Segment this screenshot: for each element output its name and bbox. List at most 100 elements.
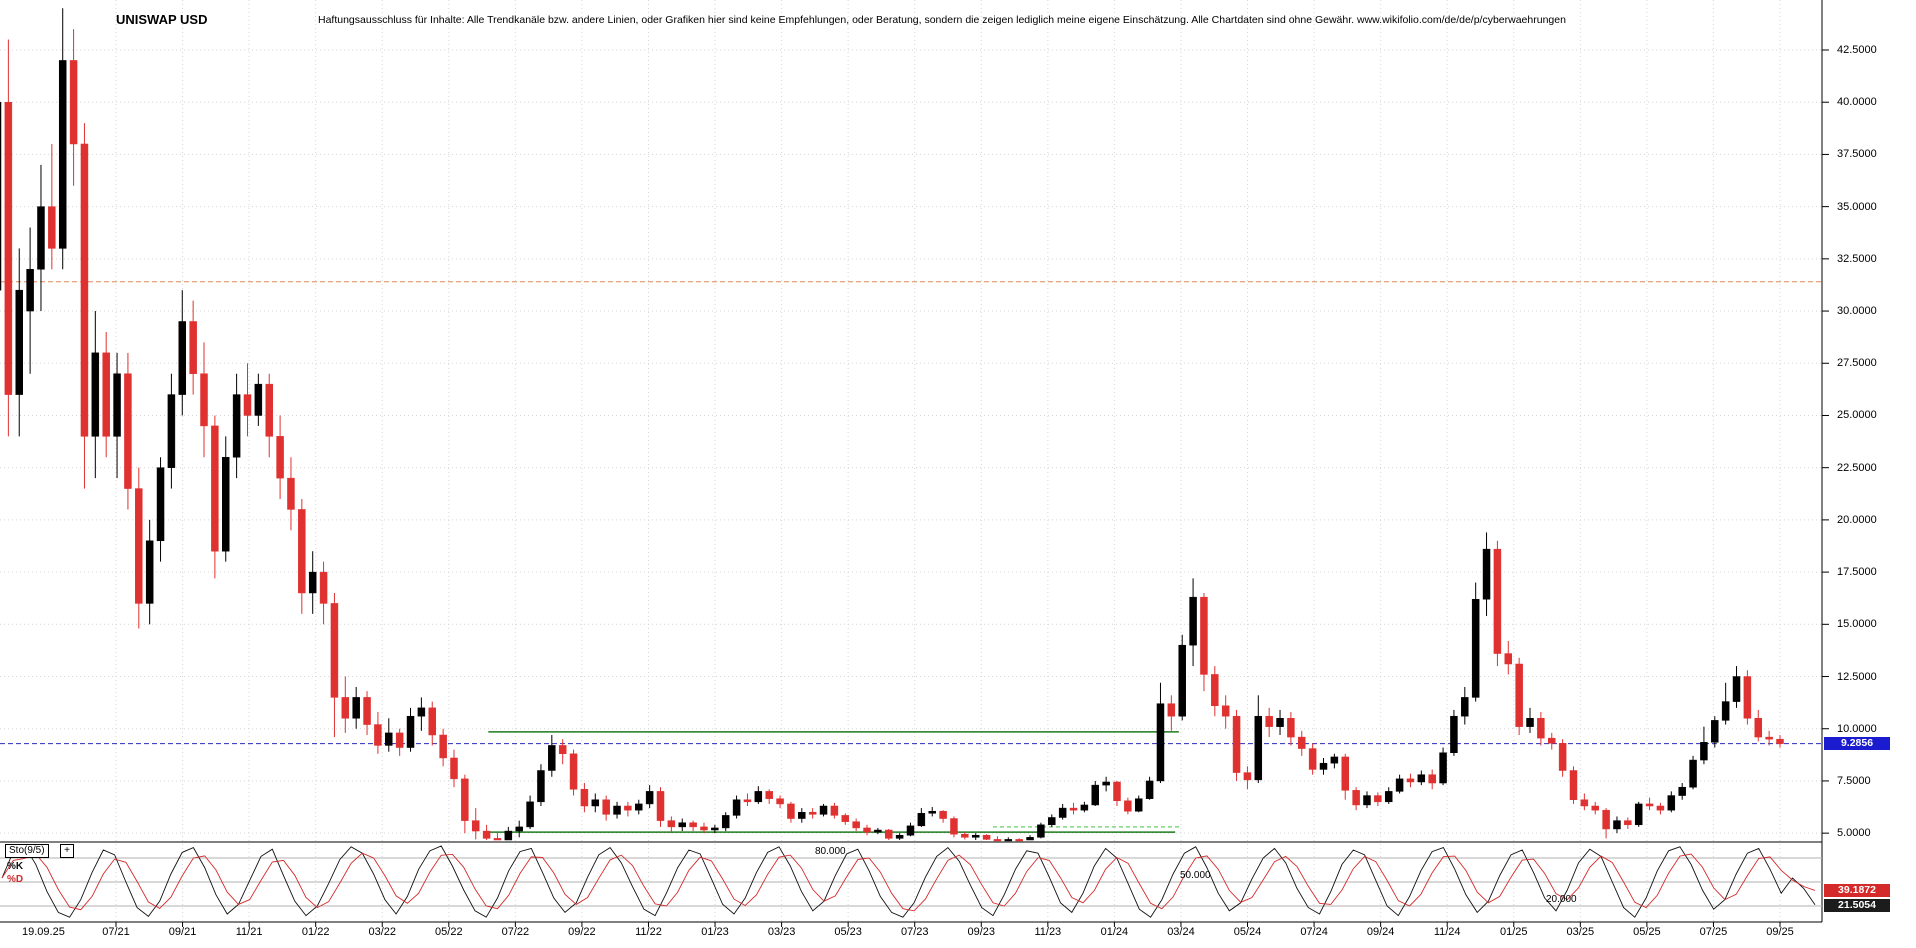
candle-body <box>808 812 817 815</box>
candle-body <box>1634 803 1643 826</box>
candle-body <box>178 321 187 395</box>
candle-body <box>37 206 45 270</box>
candle-body <box>493 838 502 841</box>
candle-body <box>1102 781 1110 786</box>
candle-body <box>754 791 763 803</box>
candle-body <box>1613 820 1621 830</box>
indicator-add-button[interactable]: + <box>60 844 74 858</box>
candle-body <box>102 352 110 437</box>
candle-body <box>352 697 360 719</box>
candle-body <box>1189 596 1197 646</box>
candle-body <box>428 707 437 736</box>
candle-body <box>1558 743 1567 771</box>
sto-level-label: 80.000 <box>815 846 846 857</box>
candle-body <box>1200 596 1208 675</box>
candle-body <box>798 812 806 819</box>
candle-body <box>1298 736 1306 749</box>
candle-body <box>591 799 600 807</box>
candle-body <box>689 822 697 828</box>
candle-body <box>874 829 882 833</box>
candle-body <box>624 805 632 811</box>
candle-body <box>1363 795 1371 806</box>
candle-body <box>613 805 621 815</box>
candle-body <box>1080 804 1089 811</box>
candle-body <box>330 603 339 698</box>
candle-body <box>830 805 839 816</box>
last-price-box: 9.2856 <box>1824 737 1890 750</box>
candle-body <box>721 815 730 829</box>
candle-body <box>1254 715 1263 781</box>
candle-body <box>1395 778 1404 792</box>
candle-body <box>1308 748 1317 770</box>
date-axis-label: 09/21 <box>168 926 197 938</box>
candle-body <box>1428 774 1436 784</box>
stochastic-d-label: %D <box>7 874 24 885</box>
candle-body <box>1341 756 1349 791</box>
candle-body <box>906 825 915 836</box>
price-axis-label: 30.0000 <box>1837 305 1877 318</box>
candle-body <box>1352 790 1360 806</box>
date-axis-label: 03/24 <box>1167 926 1195 938</box>
candle-body <box>135 488 143 604</box>
candle-body <box>1754 718 1763 738</box>
candle-body <box>1569 770 1578 800</box>
date-axis-label: 01/23 <box>701 926 729 938</box>
candle-body <box>1069 807 1078 811</box>
candle-body <box>0 101 2 291</box>
candle-body <box>787 803 795 819</box>
candle-body <box>374 724 382 746</box>
candle-body <box>439 734 447 759</box>
candle-body <box>635 803 643 811</box>
candle-body <box>1276 718 1284 727</box>
candle-body <box>743 799 752 803</box>
date-axis-label: 11/21 <box>235 926 263 938</box>
sto-level-label: 20.000 <box>1546 894 1577 905</box>
candle-body <box>69 60 78 145</box>
candle-body <box>1134 798 1143 812</box>
candle-body <box>895 834 904 839</box>
candle-body <box>1058 807 1067 818</box>
candle-body <box>113 373 121 437</box>
candle-body <box>678 822 686 828</box>
candle-body <box>982 834 991 840</box>
candle-body <box>1265 715 1273 727</box>
candle-body <box>156 467 165 542</box>
candle-body <box>1439 752 1447 784</box>
candle-body <box>145 540 154 604</box>
date-axis-label: 11/23 <box>1034 926 1062 938</box>
candle-body <box>1504 653 1513 665</box>
candle-body <box>1765 736 1773 740</box>
price-axis-label: 32.5000 <box>1837 252 1877 265</box>
date-axis-label: 05/23 <box>834 926 862 938</box>
candle-body <box>1156 703 1165 782</box>
candle-body <box>1689 759 1697 788</box>
candle-body <box>1450 715 1458 753</box>
price-axis-label: 10.0000 <box>1837 722 1877 735</box>
candle-body <box>1776 738 1784 744</box>
price-axis-label: 37.5000 <box>1837 148 1877 161</box>
candle-body <box>885 829 893 839</box>
candle-body <box>363 697 371 725</box>
candle-body <box>971 834 980 838</box>
candle-body <box>1167 703 1176 717</box>
candle-body <box>1211 674 1219 707</box>
stochastic-settings-button[interactable]: Sto(9/5) <box>5 844 49 858</box>
date-axis-label: 01/24 <box>1100 926 1129 938</box>
candle-body <box>841 815 850 822</box>
price-axis-label: 7.5000 <box>1837 774 1871 787</box>
candle-body <box>1232 715 1241 773</box>
date-axis-label: 09/24 <box>1366 926 1395 938</box>
disclaimer-text: Haftungsausschluss für Inhalte: Alle Tre… <box>318 14 1566 26</box>
candle-body <box>526 801 534 828</box>
candle-body <box>1221 705 1230 717</box>
date-axis-label: 07/21 <box>102 926 130 938</box>
candle-body <box>1287 718 1295 738</box>
candle-body <box>341 697 350 719</box>
candle-body <box>602 799 610 815</box>
candle-body <box>1482 548 1491 600</box>
candle-body <box>1145 780 1154 799</box>
candle-body <box>26 269 34 312</box>
candle-body <box>1493 548 1502 654</box>
date-axis-label: 07/23 <box>900 926 929 938</box>
